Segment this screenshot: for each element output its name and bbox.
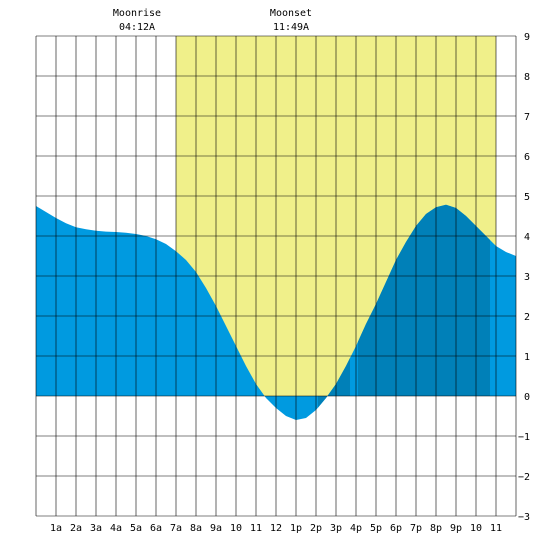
y-tick-label: 9 — [524, 32, 530, 43]
x-tick-label: 3a — [90, 523, 102, 534]
y-tick-label: −1 — [518, 432, 530, 443]
x-tick-label: 7p — [410, 523, 422, 534]
moonrise-time: 04:12A — [119, 22, 155, 33]
y-tick-label: 1 — [524, 352, 530, 363]
x-tick-label: 8a — [190, 523, 202, 534]
x-tick-label: 7a — [170, 523, 182, 534]
y-tick-label: 2 — [524, 312, 530, 323]
x-tick-label: 9a — [210, 523, 222, 534]
x-tick-label: 12 — [270, 523, 282, 534]
y-tick-label: 7 — [524, 112, 530, 123]
moonset-time: 11:49A — [273, 22, 309, 33]
x-tick-label: 6p — [390, 523, 402, 534]
x-tick-label: 5p — [370, 523, 382, 534]
x-tick-label: 3p — [330, 523, 342, 534]
x-tick-label: 2a — [70, 523, 82, 534]
x-tick-label: 11 — [490, 523, 502, 534]
x-tick-label: 5a — [130, 523, 142, 534]
x-tick-label: 8p — [430, 523, 442, 534]
x-tick-label: 11 — [250, 523, 262, 534]
y-tick-label: 4 — [524, 232, 530, 243]
y-tick-label: 6 — [524, 152, 530, 163]
y-tick-label: −3 — [518, 512, 530, 523]
y-tick-label: 0 — [524, 392, 530, 403]
x-tick-label: 10 — [470, 523, 482, 534]
x-tick-label: 9p — [450, 523, 462, 534]
x-tick-label: 1p — [290, 523, 302, 534]
moonset-label: Moonset — [270, 8, 312, 19]
y-tick-label: −2 — [518, 472, 530, 483]
y-tick-label: 5 — [524, 192, 530, 203]
x-tick-label: 4a — [110, 523, 122, 534]
x-tick-label: 6a — [150, 523, 162, 534]
x-tick-label: 4p — [350, 523, 362, 534]
moonrise-label: Moonrise — [113, 8, 161, 19]
x-tick-label: 1a — [50, 523, 62, 534]
x-tick-label: 10 — [230, 523, 242, 534]
y-tick-label: 8 — [524, 72, 530, 83]
y-tick-label: 3 — [524, 272, 530, 283]
x-tick-label: 2p — [310, 523, 322, 534]
